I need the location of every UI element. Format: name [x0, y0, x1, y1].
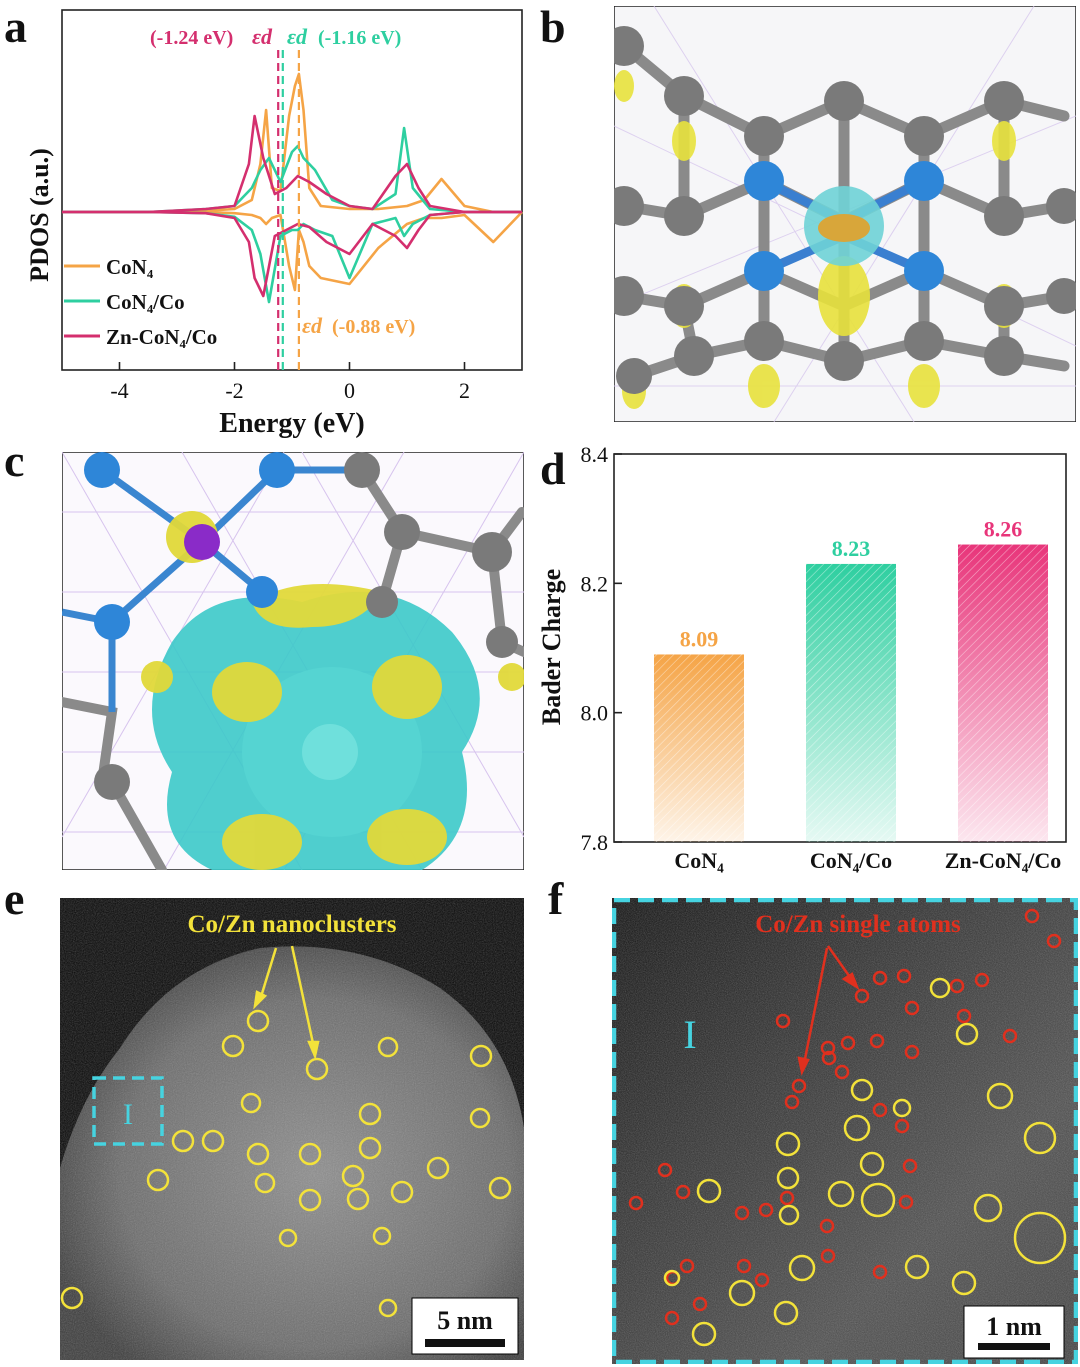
annotation-zn: (-1.24 eV) εd [150, 24, 273, 49]
scale-bar-e-label: 5 nm [437, 1306, 493, 1335]
single-atom-arrows [797, 945, 860, 1076]
pdos-series-group [62, 72, 523, 304]
legend-label-2: Zn-CoN₄/Co [106, 325, 217, 349]
isosurface-yellow-lobes [141, 511, 524, 870]
bader-y-ticks: 7.8 8.0 8.2 8.4 [581, 442, 622, 855]
bader-category-labels: CoN₄ CoN₄/Co Zn-CoN₄/Co [674, 848, 1061, 873]
single-atom-markers [628, 908, 1062, 1326]
bader-tick-label-1: 8.0 [581, 701, 609, 726]
legend-label-0: CoN₄ [106, 255, 154, 279]
pdos-x-ticks: -4 -2 0 2 [110, 362, 470, 403]
bader-value-label-0: 8.09 [680, 626, 719, 651]
single-atom-label: Co/Zn single atoms [755, 911, 961, 938]
panel-letter-d: d [540, 443, 566, 494]
annotation-co: εd (-1.16 eV) [287, 24, 401, 49]
nanocluster-markers [60, 1009, 512, 1318]
bader-category-1: CoN₄/Co [810, 848, 892, 873]
scale-bar-f: 1 nm [963, 1305, 1065, 1359]
panel-letter-f: f [548, 873, 564, 924]
scale-bar-f-label: 1 nm [986, 1312, 1042, 1341]
region-i-label-f: I [683, 1012, 696, 1057]
bader-tick-label-2: 8.2 [581, 571, 609, 596]
pdos-legend: CoN₄ CoN₄/Co Zn-CoN₄/Co [64, 255, 217, 349]
top-carbon-atoms [94, 452, 518, 800]
pdos-tick-label-1: -2 [225, 378, 243, 403]
bader-tick-label-3: 8.4 [581, 442, 609, 467]
bader-charge-chart: Bader Charge 7.88.08.28.4 8.098.238.26 C… [581, 442, 1067, 873]
panel-letter-c: c [4, 435, 25, 486]
nanocluster-arrows [253, 945, 320, 1061]
region-i-box: I [92, 1076, 164, 1146]
pdos-series-1-up [62, 126, 522, 214]
bader-category-2: Zn-CoN₄/Co [945, 848, 1062, 873]
legend-label-1: CoN₄/Co [106, 290, 185, 314]
bader-bar-hatch-1 [806, 563, 896, 842]
pdos-xlabel: Energy (eV) [219, 408, 364, 439]
region-i-label-e: I [123, 1098, 133, 1131]
pdos-tick-label-0: -4 [110, 378, 128, 403]
pdos-chart: PDOS (a.u.) Energy (eV) -4 -2 0 2 (-1.24 eV… [25, 9, 523, 439]
charge-density-side-view [614, 6, 1076, 422]
pdos-ylabel: PDOS (a.u.) [25, 148, 54, 282]
charge-density-top-view [62, 452, 524, 870]
top-co-atom [184, 524, 220, 560]
d-band-center-lines [277, 50, 300, 370]
panel-letter-a: a [4, 1, 27, 52]
stem-image-nanoclusters: Co/Zn nanoclusters I 5 nm [60, 898, 524, 1360]
annotation-zn-value: (-1.24 eV) [150, 27, 233, 49]
nanocluster-label: Co/Zn nanoclusters [187, 911, 396, 938]
scale-bar-e: 5 nm [411, 1297, 519, 1355]
top-nitrogen-atoms [84, 452, 295, 640]
carbon-atoms [614, 26, 1076, 394]
nitrogen-atoms [744, 161, 944, 291]
bader-ylabel-text: Bader Charge [537, 568, 566, 726]
bader-category-0: CoN₄ [674, 848, 724, 873]
pdos-series-1-down [62, 210, 522, 304]
bader-tick-label-0: 7.8 [581, 830, 609, 855]
pdos-series-2-down [62, 210, 522, 298]
bader-bar-hatch-2 [958, 544, 1048, 842]
bader-bars: 8.09 8.23 8.26 [654, 517, 1048, 842]
pdos-tick-label-2: 0 [344, 378, 355, 403]
annotation-co-value: (-1.16 eV) [318, 27, 401, 49]
cluster-markers [663, 977, 1067, 1347]
panel-letter-b: b [540, 1, 566, 52]
panel-letter-e: e [4, 873, 25, 924]
annotation-co-eps: εd [287, 24, 308, 49]
bader-value-label-1: 8.23 [832, 536, 871, 561]
pdos-tick-label-3: 2 [459, 378, 470, 403]
central-co-atom [804, 186, 884, 266]
pdos-series-0-up [62, 72, 522, 214]
pdos-plot-frame [61, 9, 523, 371]
stem-image-single-atoms: I Co/ [612, 898, 1078, 1364]
annotation-con4-eps: εd [302, 313, 323, 338]
annotation-con4: εd (-0.88 eV) [302, 313, 415, 338]
bader-bar-hatch-0 [654, 654, 744, 842]
annotation-zn-eps: εd [252, 24, 273, 49]
bader-value-label-2: 8.26 [984, 517, 1023, 542]
annotation-con4-value: (-0.88 eV) [332, 316, 415, 338]
pdos-series-2-up [62, 114, 522, 214]
